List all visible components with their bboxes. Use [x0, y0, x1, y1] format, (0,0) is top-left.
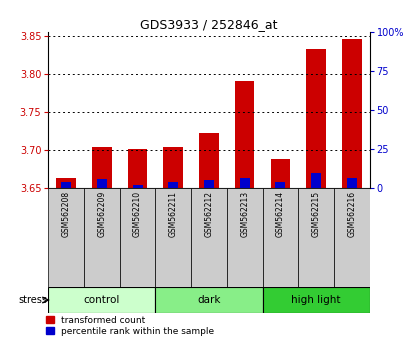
Text: high light: high light — [291, 295, 341, 305]
Text: GSM562213: GSM562213 — [240, 190, 249, 237]
Bar — [204, 180, 214, 188]
Bar — [235, 81, 255, 188]
Text: GSM562211: GSM562211 — [169, 190, 178, 236]
Bar — [311, 173, 321, 188]
Bar — [262, 188, 298, 287]
Bar — [276, 182, 285, 188]
Bar — [334, 188, 370, 287]
Bar — [227, 188, 262, 287]
Bar — [342, 39, 362, 188]
Bar — [298, 188, 334, 287]
Bar — [306, 48, 326, 188]
Bar — [199, 133, 219, 188]
Bar — [262, 287, 370, 313]
Bar — [168, 182, 178, 188]
Text: GSM562208: GSM562208 — [62, 190, 71, 237]
Bar — [48, 287, 155, 313]
Text: GSM562216: GSM562216 — [347, 190, 356, 237]
Bar — [155, 188, 191, 287]
Text: dark: dark — [197, 295, 220, 305]
Bar — [155, 287, 262, 313]
Legend: transformed count, percentile rank within the sample: transformed count, percentile rank withi… — [46, 316, 214, 336]
Bar — [56, 178, 76, 188]
Bar — [84, 188, 120, 287]
Text: GSM562214: GSM562214 — [276, 190, 285, 237]
Text: GSM562215: GSM562215 — [312, 190, 320, 237]
Bar — [240, 178, 249, 188]
Text: GSM562212: GSM562212 — [205, 190, 213, 236]
Bar — [270, 159, 290, 188]
Bar — [120, 188, 155, 287]
Title: GDS3933 / 252846_at: GDS3933 / 252846_at — [140, 18, 278, 31]
Bar — [347, 178, 357, 188]
Text: stress: stress — [18, 295, 47, 305]
Bar — [133, 184, 142, 188]
Text: GSM562210: GSM562210 — [133, 190, 142, 237]
Bar — [92, 147, 112, 188]
Bar — [61, 182, 71, 188]
Text: GSM562209: GSM562209 — [97, 190, 106, 237]
Text: control: control — [84, 295, 120, 305]
Bar — [48, 188, 84, 287]
Bar — [191, 188, 227, 287]
Bar — [97, 178, 107, 188]
Bar — [128, 149, 147, 188]
Bar — [163, 147, 183, 188]
